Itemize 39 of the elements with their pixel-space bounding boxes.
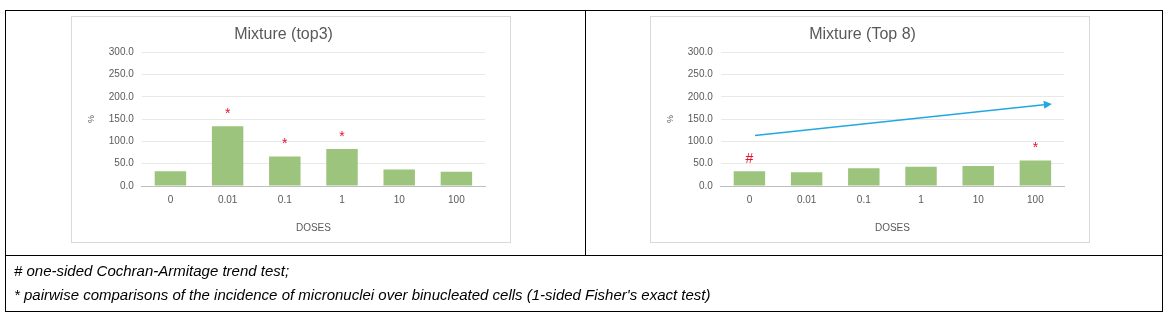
y-tick-label: 300.0: [108, 45, 135, 57]
x-tick-label: 100: [1027, 193, 1045, 205]
x-tick-label: 0.01: [796, 193, 817, 205]
y-tick-label: 150.0: [108, 112, 135, 124]
annotation: *: [282, 135, 289, 152]
y-tick-label: 100.0: [108, 135, 135, 147]
annotation: *: [224, 105, 231, 122]
y-tick-label: 200.0: [687, 90, 714, 102]
x-tick-label: 1: [339, 193, 346, 205]
y-tick-label: 300.0: [687, 45, 714, 57]
annotation: *: [339, 127, 346, 144]
x-tick-label: 0: [746, 193, 753, 205]
x-tick-label: 10: [972, 193, 985, 205]
annotation: #: [745, 150, 754, 167]
x-tick-label: 10: [393, 193, 406, 205]
y-tick-label: 250.0: [108, 68, 135, 80]
x-tick-label: 0.1: [277, 193, 293, 205]
chart-title: Mixture (top3): [234, 25, 333, 43]
y-tick-label: 200.0: [108, 90, 135, 102]
y-tick-label: 250.0: [687, 68, 714, 80]
text: # one-sided Cochran-Armitage trend test;: [14, 261, 291, 281]
text: * pairwise comparisons of the incidence of micronuclei over binucleated cells (1-sided Fisher's exact test): [14, 285, 711, 305]
x-tick-label: 0.01: [217, 193, 238, 205]
x-tick-label: 100: [448, 193, 466, 205]
x-tick-label: 0: [167, 193, 174, 205]
y-tick-label: 150.0: [687, 112, 714, 124]
y-tick-label: 0.0: [119, 179, 135, 191]
x-tick-label: 0.1: [856, 193, 872, 205]
x-tick-label: 1: [918, 193, 925, 205]
y-tick-label: 50.0: [114, 157, 135, 169]
y-tick-label: 0.0: [698, 179, 714, 191]
y-axis-title: %: [85, 115, 96, 124]
x-axis-title: DOSES: [295, 221, 332, 233]
y-axis-title: %: [664, 115, 675, 124]
x-axis-title: DOSES: [874, 221, 911, 233]
annotation: *: [1032, 139, 1039, 156]
y-tick-label: 50.0: [693, 157, 714, 169]
y-tick-label: 100.0: [687, 135, 714, 147]
chart-title: Mixture (Top 8): [809, 25, 916, 43]
